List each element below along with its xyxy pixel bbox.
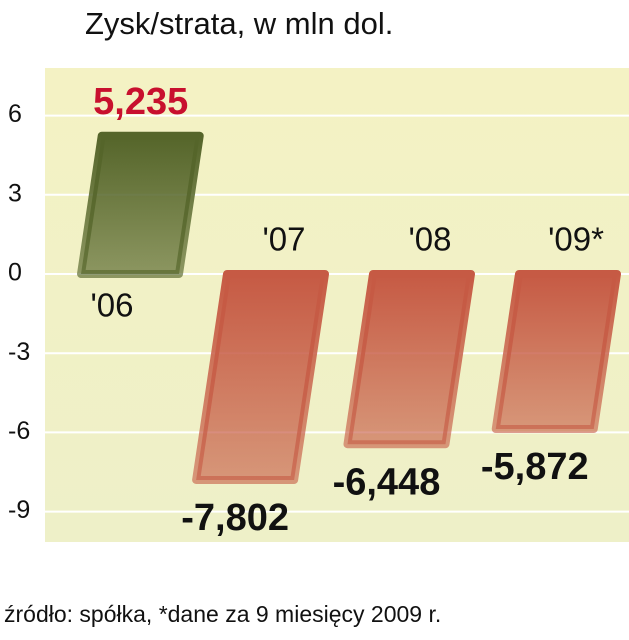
y-tick-label: -9 [8, 496, 30, 524]
value-label: -5,872 [481, 446, 589, 488]
x-tick-label: '09* [548, 221, 604, 258]
bar [343, 269, 475, 449]
value-label: -7,802 [181, 497, 289, 539]
y-tick-label: 3 [8, 179, 22, 207]
value-label: 5,235 [93, 81, 188, 123]
chart-title: Zysk/strata, w mln dol. [85, 6, 393, 41]
x-tick-label: '06 [90, 287, 133, 324]
y-tick-label: 6 [8, 100, 22, 128]
y-tick-label: -6 [8, 417, 30, 445]
x-tick-label: '07 [262, 221, 305, 258]
y-tick-label: 0 [8, 259, 22, 287]
source-note: źródło: spółka, *dane za 9 miesięcy 2009… [4, 601, 441, 627]
bar [192, 269, 329, 484]
y-tick-label: -3 [8, 338, 30, 366]
bar [77, 131, 204, 278]
value-label: -6,448 [333, 461, 441, 503]
bar [491, 269, 621, 434]
x-tick-label: '08 [408, 221, 451, 258]
